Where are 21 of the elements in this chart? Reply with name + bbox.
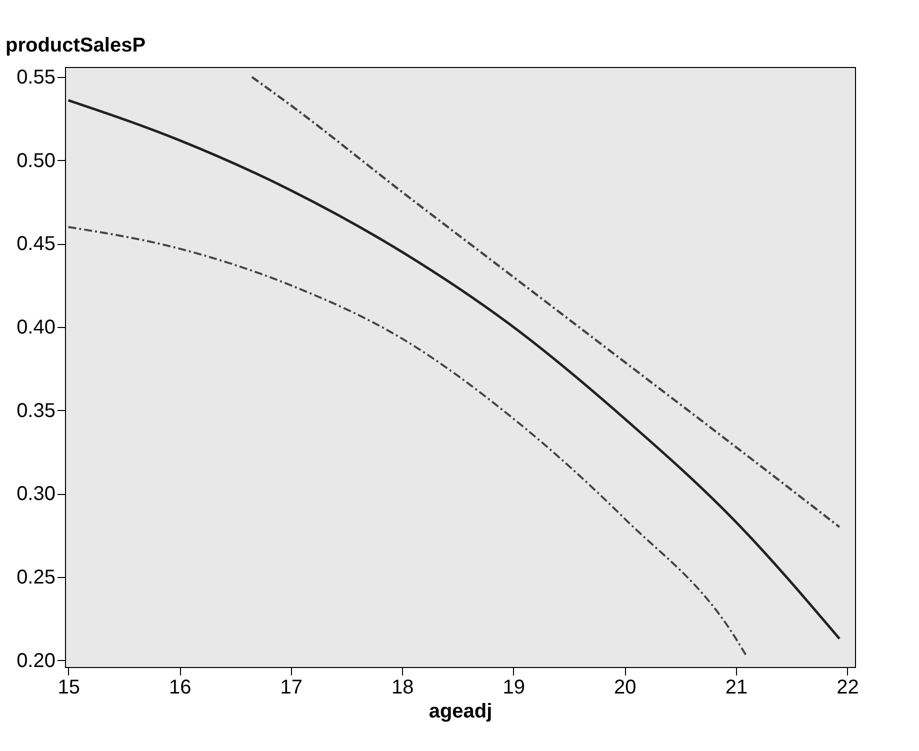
y-tick-label: 0.30 xyxy=(16,483,56,506)
y-tick-label: 0.35 xyxy=(16,400,56,422)
y-tick-label: 0.55 xyxy=(16,66,56,88)
line-series xyxy=(67,99,841,640)
y-tick-label: 0.20 xyxy=(16,650,56,672)
y-tick-label: 0.25 xyxy=(16,566,56,588)
y-tick-label: 0.45 xyxy=(16,233,56,256)
x-tick-label: 22 xyxy=(836,676,859,698)
y-tick-label: 0.40 xyxy=(16,316,56,338)
x-axis-title: ageadj xyxy=(428,700,492,722)
x-tick-label: 19 xyxy=(502,676,526,698)
x-tick-label: 18 xyxy=(392,676,414,698)
line-series xyxy=(250,76,841,528)
line-series xyxy=(67,226,748,658)
x-tick-label: 16 xyxy=(168,676,192,698)
x-tick-label: 20 xyxy=(614,676,636,698)
x-tick-label: 17 xyxy=(280,676,302,698)
x-tick-label: 21 xyxy=(725,676,748,698)
y-tick-label: 0.50 xyxy=(16,150,56,172)
y-axis-title: productSalesP xyxy=(6,34,146,56)
x-tick-label: 15 xyxy=(58,676,80,698)
